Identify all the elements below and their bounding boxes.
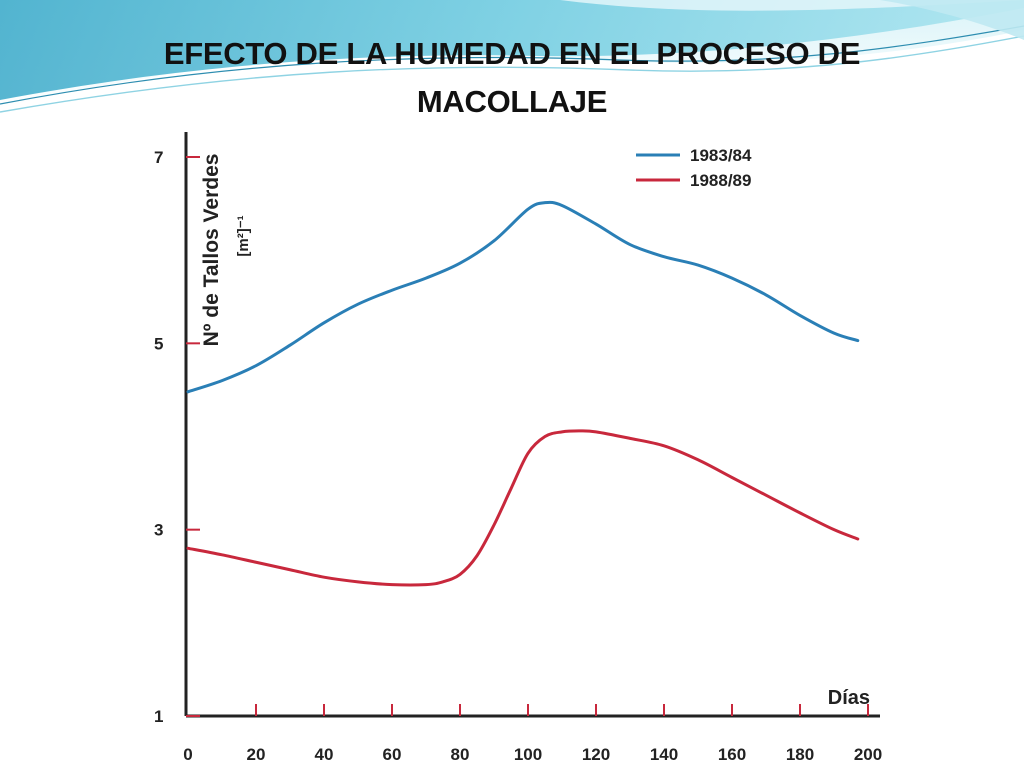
header-wave-main — [0, 0, 1024, 100]
y-tick-label: 7 — [154, 148, 163, 167]
x-axis-label: Días — [828, 687, 870, 709]
legend-label: 1983/84 — [690, 146, 752, 165]
y-tick-label: 5 — [154, 334, 163, 353]
x-tick-label: 180 — [786, 745, 814, 764]
header-wave-line-2 — [0, 35, 1024, 113]
y-axis-label: Nº de Tallos Verdes — [200, 154, 223, 347]
legend-label: 1988/89 — [690, 171, 751, 190]
x-tick-label: 140 — [650, 745, 678, 764]
slide-title: EFECTO DE LA HUMEDAD EN EL PROCESO DE MA… — [163, 36, 861, 119]
x-tick-label: 80 — [451, 745, 470, 764]
y-axis-title: Nº de Tallos Verdes — [200, 154, 223, 347]
x-tick-label: 120 — [582, 745, 610, 764]
x-tick-label: 100 — [514, 745, 542, 764]
chart-panel — [140, 132, 884, 768]
chart-legend: 1983/84 1988/89 — [636, 146, 752, 190]
y-axis-unit: [m²]⁻¹ — [235, 215, 252, 256]
header-wave-right — [880, 0, 1024, 40]
series-line-1983-84 — [186, 200, 860, 394]
x-tick-label: 40 — [315, 745, 334, 764]
y-tick-label: 3 — [154, 521, 163, 540]
x-tick-label: 160 — [718, 745, 746, 764]
axes: 0 20 40 60 80 100 120 140 160 180 200 1 3 5 7 — [154, 132, 882, 764]
x-tick-label: 60 — [383, 745, 402, 764]
series-line-1988-89 — [186, 429, 860, 587]
header-wave-line-1 — [0, 25, 1024, 105]
y-axis-unit-label: [m²]⁻¹ — [235, 215, 252, 256]
x-tick-label: 0 — [183, 745, 192, 764]
x-tick-label: 200 — [854, 745, 882, 764]
series-lines — [186, 200, 860, 587]
x-tick-label: 20 — [247, 745, 266, 764]
y-tick-label: 1 — [154, 707, 163, 726]
